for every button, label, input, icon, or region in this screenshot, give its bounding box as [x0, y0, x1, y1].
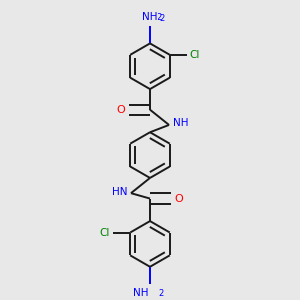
Text: 2: 2: [156, 13, 161, 22]
Text: 2: 2: [160, 14, 165, 23]
Text: Cl: Cl: [190, 50, 200, 60]
Text: Cl: Cl: [100, 227, 110, 238]
Text: NH: NH: [142, 12, 158, 22]
Text: NH: NH: [133, 288, 148, 298]
Text: NH: NH: [173, 118, 188, 128]
Text: 2: 2: [159, 289, 164, 298]
Text: HN: HN: [112, 187, 127, 196]
Text: NH: NH: [142, 12, 158, 22]
Text: O: O: [117, 105, 126, 115]
Text: O: O: [174, 194, 183, 204]
